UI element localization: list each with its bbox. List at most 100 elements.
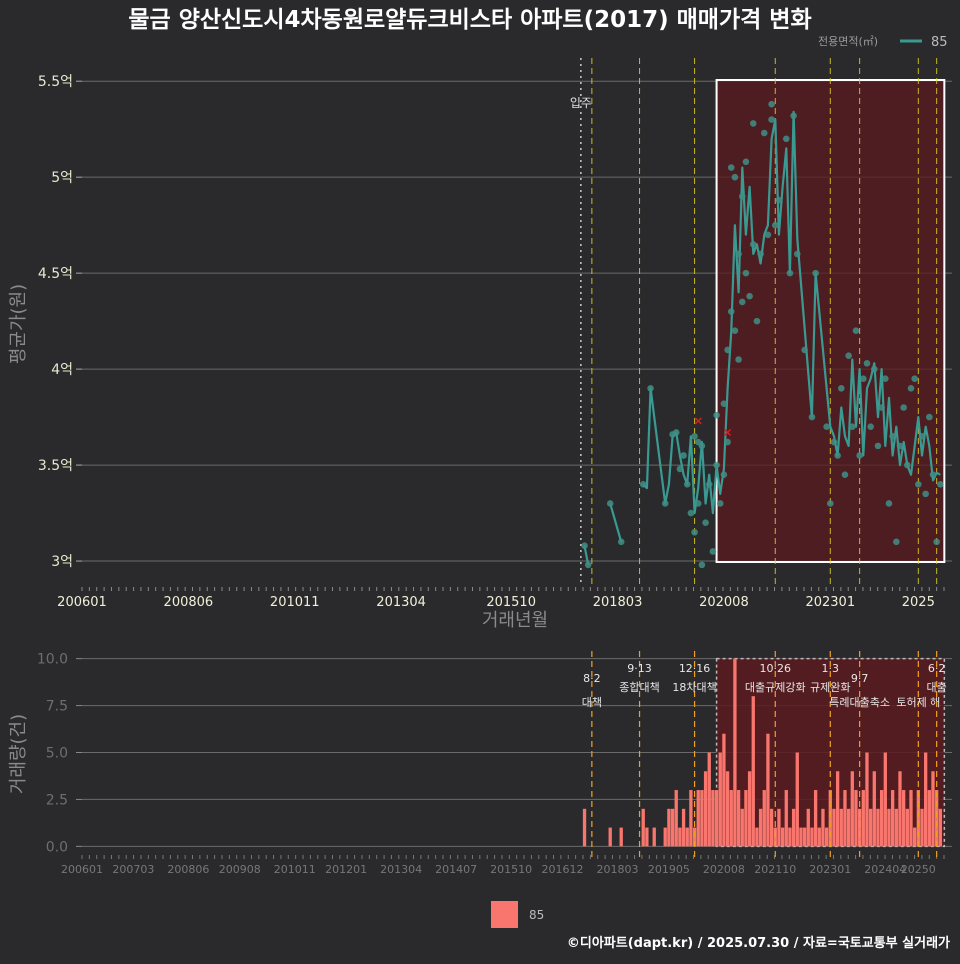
price-xtick-label: 202008	[699, 595, 749, 610]
policy-name-label: 종합대책	[619, 681, 659, 694]
price-point	[676, 465, 684, 473]
price-point	[746, 292, 753, 300]
volume-legend-swatch	[491, 901, 518, 928]
volume-bar	[744, 790, 748, 847]
policy-date-label: 9·7	[851, 672, 869, 685]
volume-bar	[912, 827, 917, 847]
volume-bar	[769, 808, 774, 847]
price-point	[753, 317, 761, 325]
price-point	[786, 269, 794, 277]
volume-bar	[700, 790, 704, 847]
price-point	[694, 500, 702, 507]
volume-bar	[850, 771, 854, 847]
price-point	[808, 413, 816, 421]
volume-bar	[791, 808, 796, 847]
price-point	[683, 480, 691, 488]
volume-bar	[927, 790, 931, 847]
volume-bar	[733, 658, 737, 847]
price-point	[882, 375, 889, 383]
volume-bar	[931, 771, 935, 847]
price-point	[639, 480, 647, 488]
price-point	[749, 241, 757, 248]
price-point	[933, 538, 940, 546]
price-point	[738, 193, 746, 200]
volume-bar	[846, 808, 851, 847]
volume-bar	[714, 790, 719, 847]
price-xtick-label: 202301	[805, 595, 855, 610]
volume-bar	[861, 790, 865, 847]
price-point	[852, 327, 860, 335]
price-point	[768, 100, 775, 108]
policy-date-label: 1·3	[822, 662, 840, 675]
volume-bar	[924, 752, 928, 847]
price-point	[720, 400, 728, 407]
price-point	[775, 196, 783, 204]
price-point	[742, 269, 750, 277]
volume-xtick-label: 201407	[435, 863, 477, 876]
price-xtick-label: 201803	[593, 595, 643, 610]
price-point	[793, 250, 801, 258]
volume-ytick-label: 2.5	[46, 792, 68, 808]
price-point	[867, 423, 874, 430]
price-point	[918, 432, 926, 440]
price-point	[826, 500, 834, 507]
price-xtick-label: 2025	[902, 595, 935, 610]
policy-name-label: 토허제 해	[896, 695, 940, 709]
price-point	[731, 173, 739, 181]
volume-ytick-label: 5.0	[46, 746, 68, 762]
price-point	[926, 413, 933, 421]
price-point	[782, 135, 790, 143]
volume-bar	[898, 771, 902, 847]
volume-bar	[736, 790, 741, 847]
policy-date-label: 8·2	[583, 672, 601, 685]
price-point	[911, 375, 918, 383]
volume-bar	[890, 790, 895, 847]
price-point	[738, 298, 746, 306]
price-point	[727, 308, 735, 315]
price-point	[720, 471, 728, 478]
volume-bar	[828, 790, 832, 847]
volume-xtick-label: 202008	[703, 863, 745, 876]
volume-xtick-label: 201011	[274, 863, 316, 876]
price-point	[764, 231, 772, 239]
price-point	[885, 500, 893, 507]
price-point	[878, 404, 885, 411]
policy-name-label: 대출	[927, 681, 947, 694]
volume-bar	[876, 808, 880, 847]
volume-xtick-label: 200908	[219, 863, 261, 876]
volume-bar	[832, 808, 836, 847]
price-point	[929, 471, 937, 478]
volume-bar	[879, 790, 884, 847]
cancelled-marker	[694, 417, 702, 425]
volume-bar	[901, 790, 906, 847]
price-xtick-label: 201011	[270, 595, 320, 610]
price-point	[735, 356, 742, 363]
price-point	[687, 509, 695, 517]
price-point	[661, 500, 669, 507]
volume-bar	[751, 696, 755, 847]
price-point	[691, 432, 698, 440]
legends: 전용면적(㎡) 85 85	[491, 35, 948, 928]
price-point	[871, 365, 878, 373]
price-xtick-label: 200806	[164, 595, 214, 610]
volume-bar	[854, 790, 858, 847]
volume-bar	[652, 827, 656, 847]
volume-bar	[645, 827, 649, 847]
policy-date-label: 9·13	[627, 662, 652, 675]
price-point	[716, 500, 724, 507]
volume-xtick-label: 200601	[61, 863, 103, 876]
volume-bar	[762, 790, 766, 847]
policy-name-label: 18차대책	[672, 681, 716, 694]
price-xtick-label: 201510	[486, 595, 536, 610]
price-point	[742, 158, 750, 166]
volume-bar	[619, 827, 623, 847]
price-point	[698, 561, 706, 569]
policy-date-label: 6·2	[928, 662, 946, 675]
price-point	[617, 538, 625, 546]
price-point	[907, 385, 915, 392]
volume-bar	[755, 827, 759, 847]
movein-label: 입주	[570, 96, 592, 110]
volume-bar	[718, 752, 722, 847]
price-point	[896, 442, 904, 450]
